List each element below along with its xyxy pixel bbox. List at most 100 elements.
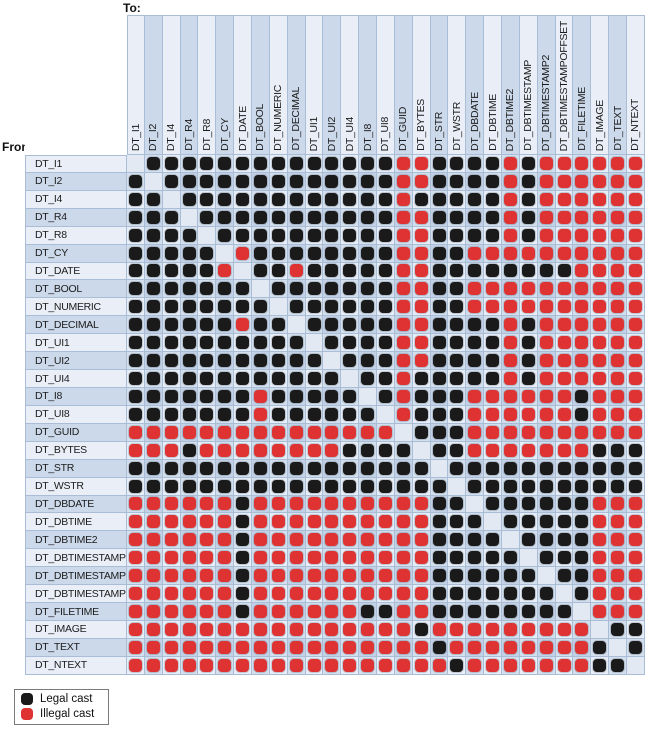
illegal-cast-dot bbox=[628, 407, 642, 421]
legal-cast-dot bbox=[575, 389, 589, 403]
matrix-cell bbox=[162, 441, 181, 460]
illegal-cast-dot bbox=[414, 515, 428, 529]
matrix-cell bbox=[466, 638, 485, 657]
matrix-cell bbox=[519, 441, 538, 460]
matrix-cell bbox=[591, 513, 610, 532]
legal-cast-dot bbox=[343, 389, 357, 403]
illegal-cast-dot bbox=[200, 569, 214, 583]
matrix-cell bbox=[234, 656, 253, 675]
matrix-cell bbox=[323, 459, 342, 478]
illegal-cast-dot bbox=[325, 640, 339, 654]
matrix-cell bbox=[269, 477, 288, 496]
legal-cast-dot bbox=[486, 551, 500, 565]
matrix-cell bbox=[609, 172, 628, 191]
matrix-cell bbox=[430, 477, 449, 496]
legal-cast-dot bbox=[236, 461, 250, 475]
matrix-cell bbox=[466, 495, 485, 514]
matrix-cell bbox=[127, 620, 145, 639]
illegal-cast-dot bbox=[503, 443, 517, 457]
matrix-cell bbox=[341, 208, 360, 227]
legal-cast-dot bbox=[271, 318, 285, 332]
illegal-cast-dot bbox=[361, 515, 375, 529]
illegal-cast-dot bbox=[271, 497, 285, 511]
col-header-dt_ntext: DT_NTEXT bbox=[627, 15, 645, 155]
matrix-cell bbox=[555, 387, 574, 406]
illegal-cast-dot bbox=[539, 318, 553, 332]
matrix-cell bbox=[484, 567, 503, 586]
illegal-cast-dot bbox=[396, 336, 410, 350]
illegal-cast-dot bbox=[128, 569, 142, 583]
matrix-cell bbox=[484, 208, 503, 227]
legal-cast-dot bbox=[378, 282, 392, 296]
illegal-cast-dot bbox=[289, 533, 303, 547]
legal-cast-dot bbox=[128, 354, 142, 368]
illegal-cast-dot bbox=[414, 605, 428, 618]
matrix-cell bbox=[394, 620, 413, 639]
matrix-cell bbox=[180, 513, 199, 532]
legal-cast-dot bbox=[343, 300, 357, 314]
matrix-cell bbox=[287, 172, 306, 191]
legal-cast-dot bbox=[628, 461, 642, 475]
matrix-cell bbox=[180, 370, 199, 388]
matrix-cell bbox=[377, 531, 395, 550]
legal-cast-dot bbox=[468, 174, 482, 188]
matrix-cell bbox=[252, 405, 270, 424]
legal-cast-dot bbox=[521, 533, 535, 547]
matrix-cell bbox=[555, 656, 574, 675]
matrix-cell bbox=[216, 423, 235, 442]
legal-cast-dot bbox=[343, 210, 357, 224]
legal-cast-dot bbox=[378, 461, 392, 475]
illegal-cast-dot bbox=[575, 640, 589, 654]
matrix-cell bbox=[377, 638, 395, 657]
legal-cast-dot bbox=[253, 228, 267, 242]
matrix-cell bbox=[252, 567, 270, 586]
matrix-cell bbox=[412, 531, 431, 550]
illegal-cast-dot bbox=[325, 497, 339, 511]
matrix-cell bbox=[519, 155, 538, 173]
matrix-cell bbox=[359, 226, 378, 245]
illegal-cast-dot bbox=[218, 515, 232, 529]
matrix-cell bbox=[269, 638, 288, 657]
illegal-cast-dot bbox=[557, 354, 571, 368]
matrix-cell bbox=[484, 298, 503, 317]
matrix-cell bbox=[412, 244, 431, 263]
matrix-cell bbox=[287, 531, 306, 550]
illegal-cast-dot bbox=[343, 497, 357, 511]
legal-cast-dot bbox=[628, 443, 642, 457]
legal-cast-dot bbox=[307, 282, 321, 296]
legal-cast-dot bbox=[432, 533, 446, 547]
legal-cast-dot bbox=[164, 282, 178, 296]
illegal-cast-dot bbox=[182, 515, 196, 529]
col-header-dt_dbtime: DT_DBTIME bbox=[484, 15, 503, 155]
legal-cast-dot bbox=[611, 461, 625, 475]
matrix-cell bbox=[627, 405, 645, 424]
illegal-cast-dot bbox=[146, 443, 160, 457]
legal-cast-dot bbox=[182, 228, 196, 242]
legal-cast-dot bbox=[361, 210, 375, 224]
matrix-cell bbox=[573, 638, 592, 657]
matrix-cell bbox=[216, 477, 235, 496]
matrix-cell bbox=[341, 459, 360, 478]
legal-cast-dot bbox=[253, 479, 267, 493]
matrix-cell bbox=[537, 298, 556, 317]
illegal-cast-dot bbox=[253, 515, 267, 529]
col-header-label: DT_I4 bbox=[165, 123, 178, 151]
matrix-cell bbox=[537, 334, 556, 353]
illegal-cast-dot bbox=[343, 425, 357, 439]
matrix-cell bbox=[377, 244, 395, 263]
matrix-cell bbox=[359, 208, 378, 227]
legal-cast-dot bbox=[182, 389, 196, 403]
matrix-cell bbox=[627, 495, 645, 514]
legal-cast-dot bbox=[164, 228, 178, 242]
illegal-cast-dot bbox=[218, 497, 232, 511]
matrix-cell bbox=[519, 334, 538, 353]
legal-cast-dot bbox=[146, 354, 160, 368]
illegal-cast-dot bbox=[218, 622, 232, 636]
matrix-cell bbox=[341, 262, 360, 281]
matrix-cell bbox=[430, 620, 449, 639]
matrix-cell bbox=[394, 567, 413, 586]
row-header-dt_dbtime: DT_DBTIME bbox=[25, 513, 127, 532]
matrix-cell bbox=[555, 603, 574, 621]
matrix-cell bbox=[609, 352, 628, 371]
matrix-cell bbox=[305, 549, 324, 568]
